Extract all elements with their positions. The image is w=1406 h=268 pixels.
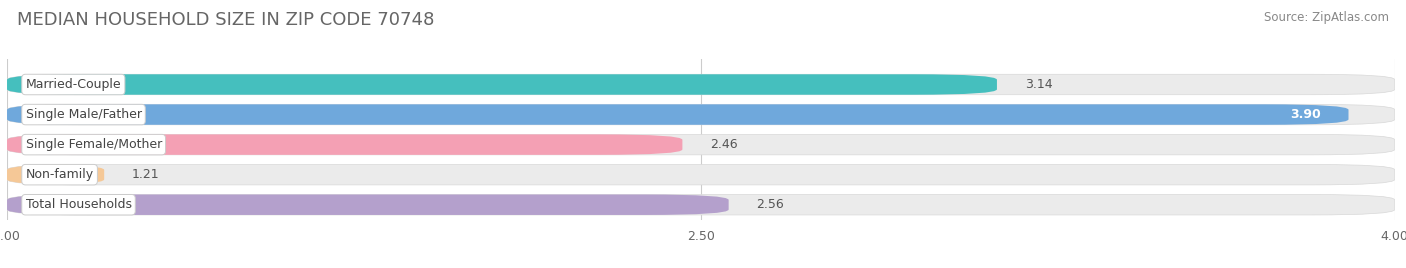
Text: Single Male/Father: Single Male/Father (25, 108, 142, 121)
Text: 1.21: 1.21 (132, 168, 159, 181)
Text: 3.90: 3.90 (1289, 108, 1320, 121)
Text: 3.14: 3.14 (1025, 78, 1052, 91)
Text: 2.46: 2.46 (710, 138, 738, 151)
FancyBboxPatch shape (7, 134, 1395, 155)
Text: MEDIAN HOUSEHOLD SIZE IN ZIP CODE 70748: MEDIAN HOUSEHOLD SIZE IN ZIP CODE 70748 (17, 11, 434, 29)
Text: Non-family: Non-family (25, 168, 94, 181)
FancyBboxPatch shape (7, 74, 1395, 95)
FancyBboxPatch shape (7, 165, 104, 185)
FancyBboxPatch shape (7, 195, 728, 215)
FancyBboxPatch shape (7, 104, 1348, 125)
FancyBboxPatch shape (7, 195, 1395, 215)
Text: Single Female/Mother: Single Female/Mother (25, 138, 162, 151)
FancyBboxPatch shape (7, 74, 997, 95)
FancyBboxPatch shape (7, 104, 1395, 125)
Text: Total Households: Total Households (25, 198, 132, 211)
Text: Married-Couple: Married-Couple (25, 78, 121, 91)
FancyBboxPatch shape (7, 134, 682, 155)
Text: 2.56: 2.56 (756, 198, 785, 211)
FancyBboxPatch shape (7, 165, 1395, 185)
Text: Source: ZipAtlas.com: Source: ZipAtlas.com (1264, 11, 1389, 24)
